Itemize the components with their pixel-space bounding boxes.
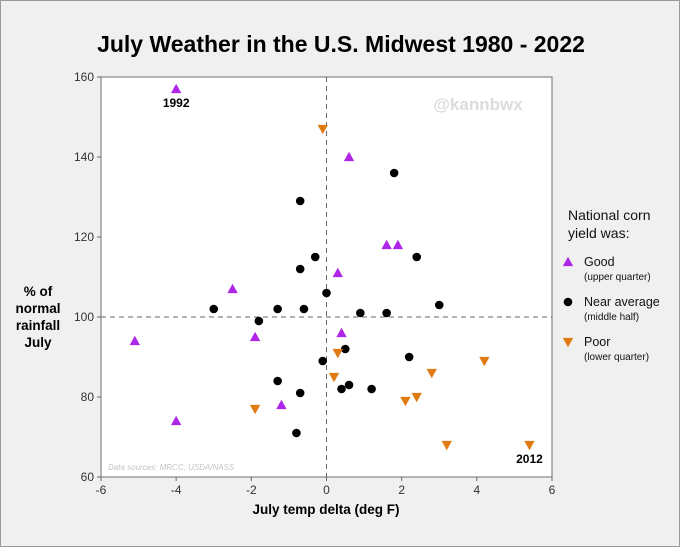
legend-note: (lower quarter) [584,352,649,363]
point-near-average [292,428,301,438]
legend-label: Poor [584,335,610,349]
source-note: Data sources: MRCC; USDA/NASS [108,463,235,472]
point-near-average [273,376,282,386]
annotation-label: 1992 [163,96,190,110]
point-near-average [295,264,305,274]
x-tick-label: -2 [246,483,257,497]
point-near-average [299,304,309,314]
reference-lines [101,77,552,477]
chart-title: July Weather in the U.S. Midwest 1980 - … [97,31,585,57]
data-points [129,83,535,451]
point-near-average [344,380,354,390]
x-tick-label: 0 [323,483,330,497]
x-tick-label: 6 [549,483,556,497]
point-good [392,239,404,250]
y-tick-label: 60 [81,470,95,484]
point-good [332,267,343,278]
legend-marker-poor [562,337,574,348]
point-good [129,335,141,346]
legend-title: National corn [568,207,651,223]
point-near-average [434,300,444,310]
point-near-average [404,352,414,362]
y-axis-label-line: % of [24,284,53,299]
point-near-average [337,384,346,394]
annotations: 1992 2012 [163,96,543,466]
y-axis-label-line: July [24,335,52,350]
point-poor [328,372,340,383]
x-tick-label: 4 [473,483,480,497]
point-near-average [254,316,264,326]
point-poor [426,368,437,379]
legend-note: (upper quarter) [584,272,651,283]
axis-ticks: -6 -4 -2 0 2 4 6 60 80 100 120 140 160 [74,70,556,497]
point-near-average [356,308,365,318]
point-near-average [367,384,376,394]
point-poor [411,392,422,403]
x-tick-label: -4 [171,483,182,497]
point-good [170,415,182,426]
legend: National corn yield was: Good (upper quarte… [562,207,660,363]
y-tick-label: 80 [81,390,95,404]
watermark: @kannbwx [433,95,523,114]
x-tick-label: 2 [398,483,405,497]
x-tick-label: -6 [96,483,107,497]
y-axis-label-line: normal [15,301,60,316]
y-axis-label: % of normal rainfall July [15,284,60,350]
point-poor [441,440,452,451]
point-near-average [389,168,399,178]
y-tick-label: 100 [74,310,94,324]
point-poor [524,440,535,451]
y-tick-label: 160 [74,70,94,84]
point-near-average [295,388,305,398]
point-near-average [340,344,350,354]
point-poor [249,404,261,415]
point-near-average [295,196,305,206]
point-near-average [382,308,391,318]
y-tick-label: 120 [74,230,94,244]
point-near-average [318,356,328,366]
point-poor [317,124,328,135]
legend-label: Good [584,255,615,269]
point-near-average [412,252,422,262]
point-good [381,239,392,250]
point-near-average [273,304,282,314]
annotation-label: 2012 [516,452,543,466]
point-poor [479,356,490,367]
x-axis-label: July temp delta (deg F) [252,502,399,517]
point-good [343,151,355,162]
legend-label: Near average [584,295,660,309]
point-near-average [322,288,331,298]
point-good [336,327,347,338]
legend-note: (middle half) [584,312,639,323]
y-axis-label-line: rainfall [16,318,60,333]
point-poor [332,348,343,359]
point-good [227,283,238,294]
legend-marker-good [562,256,574,267]
point-good [276,399,287,410]
y-tick-label: 140 [74,150,94,164]
point-good [170,83,182,94]
point-near-average [209,304,219,314]
legend-title: yield was: [568,225,629,241]
point-poor [400,396,411,407]
point-near-average [310,252,320,262]
legend-marker-near-average [563,297,573,307]
point-good [249,331,261,342]
